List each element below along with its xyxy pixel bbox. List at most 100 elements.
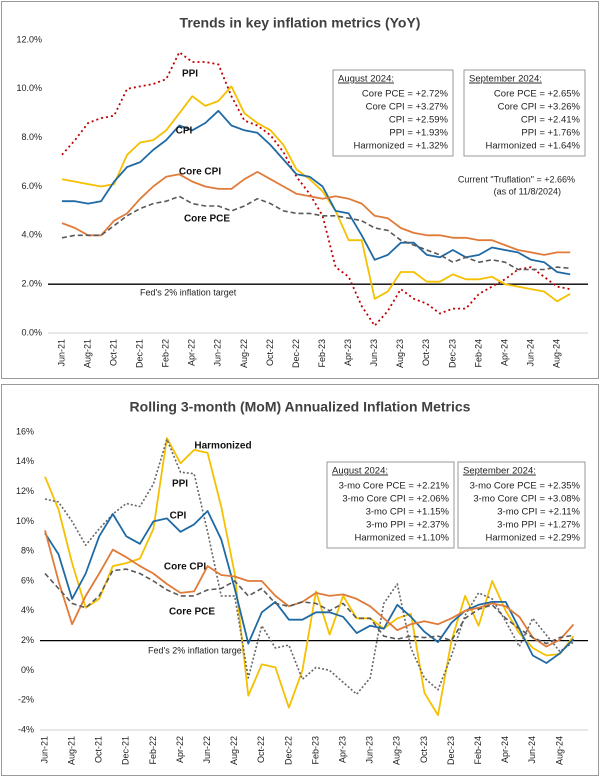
x-tick-label: Aug-21	[82, 339, 92, 368]
box-frame	[332, 69, 454, 157]
x-tick-label: Jun-23	[369, 339, 379, 367]
y-tick-label: -4%	[18, 724, 34, 734]
x-tick-label: Dec-23	[446, 736, 456, 765]
x-tick-label: Dec-23	[447, 339, 457, 368]
chart-title: Trends in key inflation metrics (YoY)	[180, 15, 421, 31]
annotation-box: September 2024: 3-mo Core PCE = +2.35% 3-m…	[457, 461, 586, 549]
box-line: 3-mo Core PCE = +2.35%	[470, 481, 581, 492]
annotation-box: September 2024: Core PCE = +2.65% Core CPI…	[463, 69, 586, 157]
series-line	[61, 195, 571, 271]
chart-title: Rolling 3-month (MoM) Annualized Inflati…	[130, 399, 471, 415]
y-tick-label: 8.0%	[21, 132, 42, 142]
box-line: 3-mo CPI = +1.15%	[366, 507, 450, 518]
x-tick-label: Apr-22	[175, 736, 185, 763]
reference-label: Fed's 2% inflation target	[140, 287, 237, 297]
x-tick-label: Oct-23	[421, 339, 431, 366]
x-tick-label: Oct-21	[94, 736, 104, 763]
series-line	[44, 530, 575, 648]
x-tick-label: Feb-24	[473, 339, 483, 368]
series-line	[62, 109, 571, 276]
y-tick-label: 0%	[21, 665, 34, 675]
box-line: 3-mo PPI = +1.27%	[497, 520, 580, 531]
box-line: Core PCE = +2.65%	[494, 89, 581, 100]
box-title: August 2024:	[338, 74, 394, 85]
x-tick-label: Jun-21	[56, 339, 66, 367]
y-tick-label: 14%	[16, 456, 34, 466]
x-tick-label: Aug-23	[395, 339, 405, 368]
x-tick-label: Jun-23	[365, 736, 375, 764]
x-tick-label: Apr-24	[499, 339, 509, 366]
x-tick-label: Aug-24	[552, 339, 562, 368]
box-line: 3-mo Core CPI = +2.06%	[342, 494, 449, 505]
x-tick-label: Jun-21	[39, 736, 49, 764]
box-title: August 2024:	[332, 466, 388, 477]
x-tick-label: Dec-22	[291, 339, 301, 368]
box-frame	[457, 461, 586, 549]
x-tick-label: Feb-23	[310, 736, 320, 765]
box-line: PPI = +1.76%	[521, 128, 580, 139]
note: Current "Truflation" = +2.66%	[458, 174, 575, 184]
box-line: PPI = +1.93%	[389, 128, 448, 139]
series-label: CPI	[170, 511, 187, 522]
y-tick-label: -2%	[18, 695, 34, 705]
y-tick-label: 0.0%	[21, 327, 42, 337]
series-line	[44, 438, 574, 695]
y-tick-label: 6%	[21, 575, 34, 585]
x-tick-label: Dec-21	[135, 339, 145, 368]
y-tick-label: 10%	[16, 516, 34, 526]
y-tick-label: 6.0%	[21, 181, 42, 191]
series-line	[61, 171, 571, 256]
box-line: Harmonized = +1.64%	[485, 141, 580, 152]
x-tick-label: Jun-22	[213, 339, 223, 367]
y-tick-label: 12.0%	[16, 34, 42, 44]
x-tick-label: Feb-22	[148, 736, 158, 765]
series-line	[61, 85, 571, 303]
x-tick-label: Dec-21	[121, 736, 131, 765]
series-label: Core PCE	[169, 607, 215, 618]
series-label: Core CPI	[164, 562, 206, 573]
box-line: Harmonized = +1.10%	[354, 533, 449, 544]
x-tick-label: Oct-21	[108, 339, 118, 366]
x-tick-label: Feb-22	[161, 339, 171, 368]
y-tick-label: 16%	[16, 426, 34, 436]
series-label: PPI	[182, 69, 198, 80]
x-tick-label: Aug-23	[392, 736, 402, 765]
box-line: 3-mo Core CPI = +3.08%	[473, 494, 580, 505]
y-tick-label: 12%	[16, 486, 34, 496]
box-frame	[326, 461, 455, 549]
x-tick-label: Jun-22	[202, 736, 212, 764]
box-line: Core CPI = +3.27%	[366, 102, 449, 113]
series-line	[44, 568, 574, 645]
reference-label: Fed's 2% inflation target	[148, 645, 245, 655]
x-tick-label: Jun-24	[525, 339, 535, 367]
annotation-box: August 2024: Core PCE = +2.72% Core CPI = …	[332, 69, 454, 157]
box-line: CPI = +2.59%	[389, 115, 449, 126]
x-tick-label: Aug-22	[239, 339, 249, 368]
x-tick-label: Apr-24	[500, 736, 510, 763]
x-tick-label: Aug-24	[554, 736, 564, 765]
y-tick-label: 10.0%	[16, 83, 42, 93]
annotation-box: August 2024: 3-mo Core PCE = +2.21% 3-mo C…	[326, 461, 455, 549]
box-line: 3-mo Core PCE = +2.21%	[339, 481, 450, 492]
panel-frame	[1, 1, 599, 379]
y-tick-label: 4%	[21, 605, 34, 615]
x-tick-label: Apr-23	[343, 339, 353, 366]
x-tick-label: Jun-24	[527, 736, 537, 764]
x-tick-label: Feb-23	[317, 339, 327, 368]
series-line	[61, 51, 571, 327]
box-line: Core CPI = +3.26%	[498, 102, 581, 113]
box-line: Core PCE = +2.72%	[362, 89, 449, 100]
series-label: CPI	[176, 126, 193, 137]
series-label: Harmonized	[194, 441, 251, 452]
box-line: Harmonized = +1.32%	[353, 141, 448, 152]
x-tick-label: Apr-22	[187, 339, 197, 366]
x-tick-label: Aug-21	[66, 736, 76, 765]
box-line: 3-mo PPI = +2.37%	[366, 520, 449, 531]
x-tick-label: Feb-24	[473, 736, 483, 765]
box-line: CPI = +2.41%	[521, 115, 581, 126]
box-title: September 2024:	[469, 74, 542, 85]
x-tick-label: Oct-22	[265, 339, 275, 366]
box-frame	[463, 69, 586, 157]
x-tick-label: Dec-22	[283, 736, 293, 765]
